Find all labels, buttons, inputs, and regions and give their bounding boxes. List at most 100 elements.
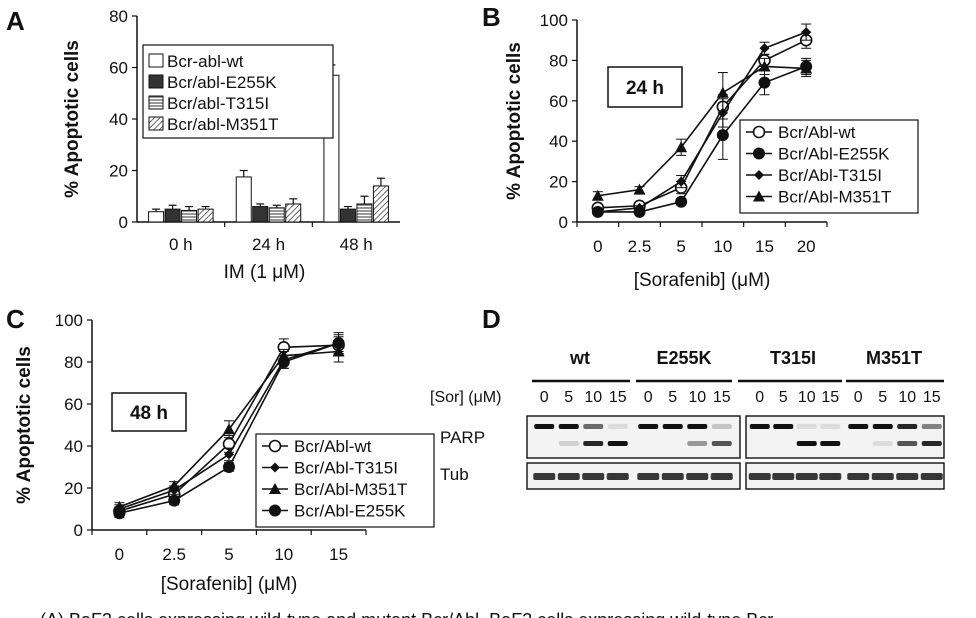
point (168, 479, 181, 491)
bar (372, 185, 389, 223)
legend-label: Bcr/abl-T315I (167, 94, 269, 113)
x-tick-label: 15 (755, 237, 774, 256)
panel-d-western-blot: wt E255K T315I M351T [Sor] (μM) 0 5 10 15 0 5… (430, 348, 945, 490)
tubulin-band (896, 473, 919, 480)
parp-band-full (662, 424, 683, 429)
series-line (597, 31, 807, 213)
tubulin-band (686, 473, 709, 480)
legend-label: Bcr/Abl-T315I (294, 459, 398, 478)
bar (285, 203, 302, 223)
lane-label: 5 (779, 389, 788, 406)
parp-band-full (583, 424, 604, 429)
lane-label: 10 (688, 389, 706, 406)
parp-band-cleaved (687, 441, 708, 446)
lane-label: 15 (821, 389, 839, 406)
legend-label: Bcr/abl-M351T (167, 115, 278, 134)
point (753, 190, 765, 202)
point (753, 147, 765, 160)
panel-b-time-label: 24 h (626, 78, 664, 99)
bar (268, 207, 285, 223)
y-tick-label: 40 (109, 110, 128, 129)
lane-label: 0 (854, 389, 863, 406)
y-tick-label: 100 (540, 11, 568, 30)
bar (164, 208, 181, 223)
blot-group-label: wt (569, 348, 590, 368)
y-tick-label: 20 (64, 479, 83, 498)
point (716, 129, 729, 142)
legend-label: Bcr/Abl-T315I (778, 166, 882, 185)
lane-label: 5 (878, 389, 887, 406)
bar (181, 209, 198, 223)
point (223, 423, 235, 435)
y-tick-label: 60 (109, 59, 128, 78)
y-tick-label: 60 (549, 92, 568, 111)
bar (148, 211, 165, 223)
x-tick-label: 20 (797, 237, 816, 256)
legend-label: Bcr/abl-E255K (167, 73, 277, 92)
tubulin-band (661, 473, 684, 480)
parp-band-full (607, 424, 628, 429)
blot-row-label-parp: PARP (440, 428, 485, 447)
panel-c-time-box (111, 392, 187, 432)
point (268, 439, 282, 453)
parp-band-full (897, 424, 918, 429)
parp-band-cleaved (796, 441, 817, 446)
legend-label: Bcr/Abl-M351T (294, 480, 407, 499)
y-tick-label: 80 (549, 51, 568, 70)
tubulin-band (819, 473, 842, 480)
panel-letter-a: A (6, 6, 25, 36)
parp-band-full (558, 424, 579, 429)
x-axis-label: [Sorafenib] (μM) (161, 574, 298, 595)
tubulin-band (582, 473, 605, 480)
blot-sor-label: [Sor] (μM) (430, 389, 501, 406)
x-tick-label: 2.5 (628, 237, 652, 256)
point (716, 86, 729, 98)
parp-band-cleaved (558, 441, 579, 446)
point (800, 62, 813, 74)
point (759, 43, 770, 54)
point (801, 27, 812, 38)
bar (197, 208, 214, 223)
y-tick-label: 80 (109, 7, 128, 26)
point (168, 494, 181, 507)
tubulin-band (637, 473, 660, 480)
point (277, 356, 290, 368)
x-tick-label: 0 (593, 237, 602, 256)
parp-band-full (638, 424, 659, 429)
y-tick-label: 40 (64, 437, 83, 456)
point (758, 60, 771, 72)
panel-b-line-chart: 24 h 0 20 40 60 80 100 0 2.5 5 10 15 20 [Sorafenib] … (504, 11, 919, 291)
y-tick-label: 100 (55, 311, 83, 330)
legend-label: Bcr/Abl-E255K (778, 145, 890, 164)
lane-label: 15 (609, 389, 627, 406)
y-tick-label: 0 (74, 521, 83, 540)
lane-label: 0 (644, 389, 653, 406)
y-axis-label: % Apoptotic cells (504, 42, 525, 200)
tubulin-band (557, 473, 580, 480)
parp-band-cleaved (820, 441, 841, 446)
parp-band-cleaved (711, 441, 732, 446)
point (224, 449, 234, 460)
bar (252, 206, 269, 223)
lane-label: 0 (540, 389, 549, 406)
parp-band-cleaved (872, 441, 893, 446)
tubulin-band (772, 473, 795, 480)
series-line (597, 65, 807, 213)
point (591, 189, 604, 201)
parp-band-full (687, 424, 708, 429)
parp-band-cleaved (607, 441, 628, 446)
point (754, 170, 764, 180)
point (113, 507, 126, 520)
bar (339, 208, 356, 223)
panel-c-line-chart: 48 h 0 20 40 60 80 100 0 2.5 5 10 15 [Sorafenib] (μ… (14, 311, 435, 595)
point (270, 462, 280, 473)
point (269, 504, 281, 517)
tubulin-band (606, 473, 629, 480)
tubulin-band (748, 473, 771, 480)
point (675, 195, 688, 208)
panel-letter-b: B (482, 2, 501, 32)
y-tick-label: 20 (549, 173, 568, 192)
parp-band-full (773, 424, 794, 429)
blot-box-parp (526, 415, 741, 459)
